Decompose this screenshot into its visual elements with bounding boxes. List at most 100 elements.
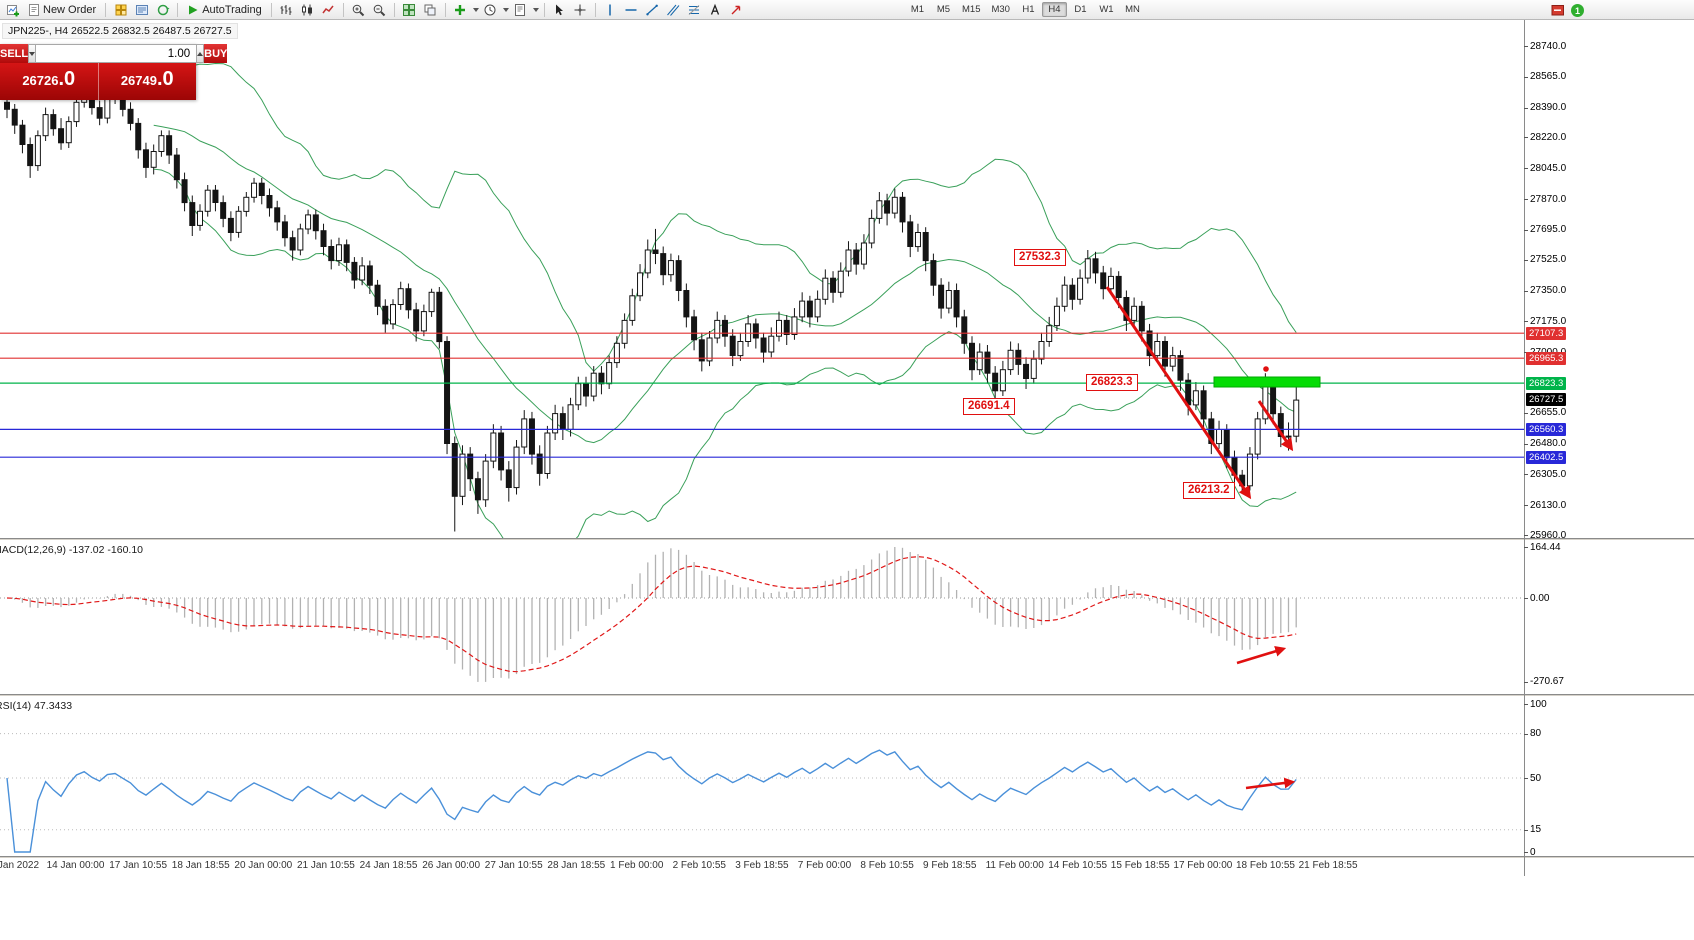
toolbar-separator [177,2,179,17]
buy-price-main: 26749 [120,73,157,88]
time-axis-label: 17 Jan 10:55 [109,860,168,871]
price-axis-label: 27695.0 [1530,224,1567,236]
price-annotation-box[interactable]: 26823.3 [1086,374,1138,391]
time-axis-label: 14 Feb 10:55 [1048,860,1108,871]
vertical-line-tool-icon[interactable] [601,1,620,18]
price-tag: 27107.3 [1526,326,1567,340]
autotrading-label: AutoTrading [202,3,262,16]
time-axis-label: 2 Feb 10:55 [672,860,726,871]
refresh-icon[interactable] [153,1,172,18]
periods-caret-icon[interactable] [502,7,509,12]
time-axis-label: 15 Feb 18:55 [1110,860,1170,871]
order-form-icon [29,3,39,16]
zoom-in-icon[interactable] [349,1,368,18]
autotrading-button[interactable]: AutoTrading [183,3,266,17]
timeframe-mn[interactable]: MN [1125,4,1140,15]
alerts-icon[interactable] [111,1,130,18]
buy-button[interactable]: BUY [204,44,228,63]
market-watch-icon[interactable] [132,1,151,18]
chart-shift-icon[interactable] [1548,2,1567,19]
trade-panel-top-row: SELL BUY [0,44,228,63]
price-axis-tick [1524,259,1528,261]
price-axis-label: 26655.0 [1530,407,1567,419]
timeframe-h1[interactable]: H1 [1022,4,1035,15]
toolbar-separator [444,2,446,17]
tile-windows-icon[interactable] [400,1,419,18]
indicators-caret-icon[interactable] [472,7,479,12]
rsi-axis-tick [1524,829,1528,831]
bar-chart-mode-icon[interactable] [277,1,296,18]
volume-decrement-button[interactable] [28,44,37,63]
price-annotation-box[interactable]: 26691.4 [963,398,1015,415]
timeframe-m15[interactable]: M15 [962,4,981,15]
timeframe-w1[interactable]: W1 [1099,4,1114,15]
price-axis-label: 27525.0 [1530,254,1567,266]
timeframe-d1[interactable]: D1 [1074,4,1087,15]
text-tool-icon[interactable] [706,1,725,18]
price-axis-tick [1524,76,1528,78]
price-axis-tick [1524,137,1528,139]
toolbar: New Order AutoTrading [0,0,1694,20]
macd-axis-tick [1524,681,1528,683]
charts-count-badge[interactable]: 1 [1571,4,1584,17]
time-axis-label: 18 Feb 10:55 [1236,860,1295,871]
line-chart-mode-icon[interactable] [319,1,338,18]
macd-axis-label: -270.67 [1530,676,1564,688]
rsi-axis-label: 50 [1530,772,1542,784]
pane-splitter [0,856,1694,859]
new-chart-icon[interactable] [3,1,22,18]
toolbar-separator [393,2,395,17]
macd-axis-tick [1524,598,1528,599]
time-axis-label: 20 Jan 00:00 [234,860,293,871]
volume-input[interactable] [36,44,197,63]
sell-button[interactable]: SELL [0,44,29,63]
templates-icon[interactable] [511,1,530,18]
time-axis-label: 24 Jan 18:55 [359,860,418,871]
price-annotation-box[interactable]: 26213.2 [1183,482,1235,499]
periods-icon[interactable] [481,1,500,18]
sell-price-main: 26726 [22,73,59,88]
price-annotation-box[interactable]: 27532.3 [1014,249,1066,266]
candlestick-mode-icon[interactable] [298,1,317,18]
macd-axis-tick [1524,547,1528,548]
price-axis-tick [1524,168,1528,170]
pane-splitter[interactable] [0,538,1694,541]
timeframe-toolbar: M1 M5 M15 M30 H1 H4 D1 W1 MN [905,2,1145,17]
buy-price[interactable]: 26749 .0 [99,63,197,100]
zoom-out-icon[interactable] [370,1,389,18]
price-tag: 26727.5 [1526,393,1567,407]
new-order-button[interactable]: New Order [24,2,100,18]
sell-price[interactable]: 26726 .0 [0,63,99,100]
price-axis-label: 27175.0 [1530,315,1567,327]
volume-increment-button[interactable] [196,44,205,63]
new-order-label: New Order [43,3,97,16]
chevron-down-icon [29,51,36,56]
timeframe-m1[interactable]: M1 [910,4,925,15]
cursor-icon[interactable] [550,1,569,18]
price-axis-label: 28565.0 [1530,71,1567,83]
price-scale-border [1524,20,1525,876]
sell-price-fraction: .0 [58,68,76,90]
price-tag: 26560.3 [1526,422,1567,436]
templates-caret-icon[interactable] [532,7,539,12]
timeframe-m5[interactable]: M5 [936,4,951,15]
trade-panel-price-row: 26726 .0 26749 .0 [0,63,196,100]
crosshair-icon[interactable] [571,1,590,18]
cascade-windows-icon[interactable] [421,1,440,18]
chevron-up-icon [197,51,204,56]
rsi-axis-tick [1524,704,1528,705]
channel-tool-icon[interactable] [664,1,683,18]
price-axis-tick [1524,474,1528,476]
price-axis-label: 28390.0 [1530,102,1567,114]
timeframe-m30[interactable]: M30 [991,4,1010,15]
indicators-icon[interactable] [451,1,470,18]
pane-splitter[interactable] [0,694,1694,697]
trendline-tool-icon[interactable] [643,1,662,18]
horizontal-line-tool-icon[interactable] [622,1,641,18]
time-axis-label: 8 Feb 10:55 [860,860,914,871]
fibonacci-tool-icon[interactable] [685,1,704,18]
price-axis-label: 26130.0 [1530,499,1567,511]
timeframe-h4[interactable]: H4 [1041,2,1067,17]
arrow-tool-icon[interactable] [727,1,746,18]
